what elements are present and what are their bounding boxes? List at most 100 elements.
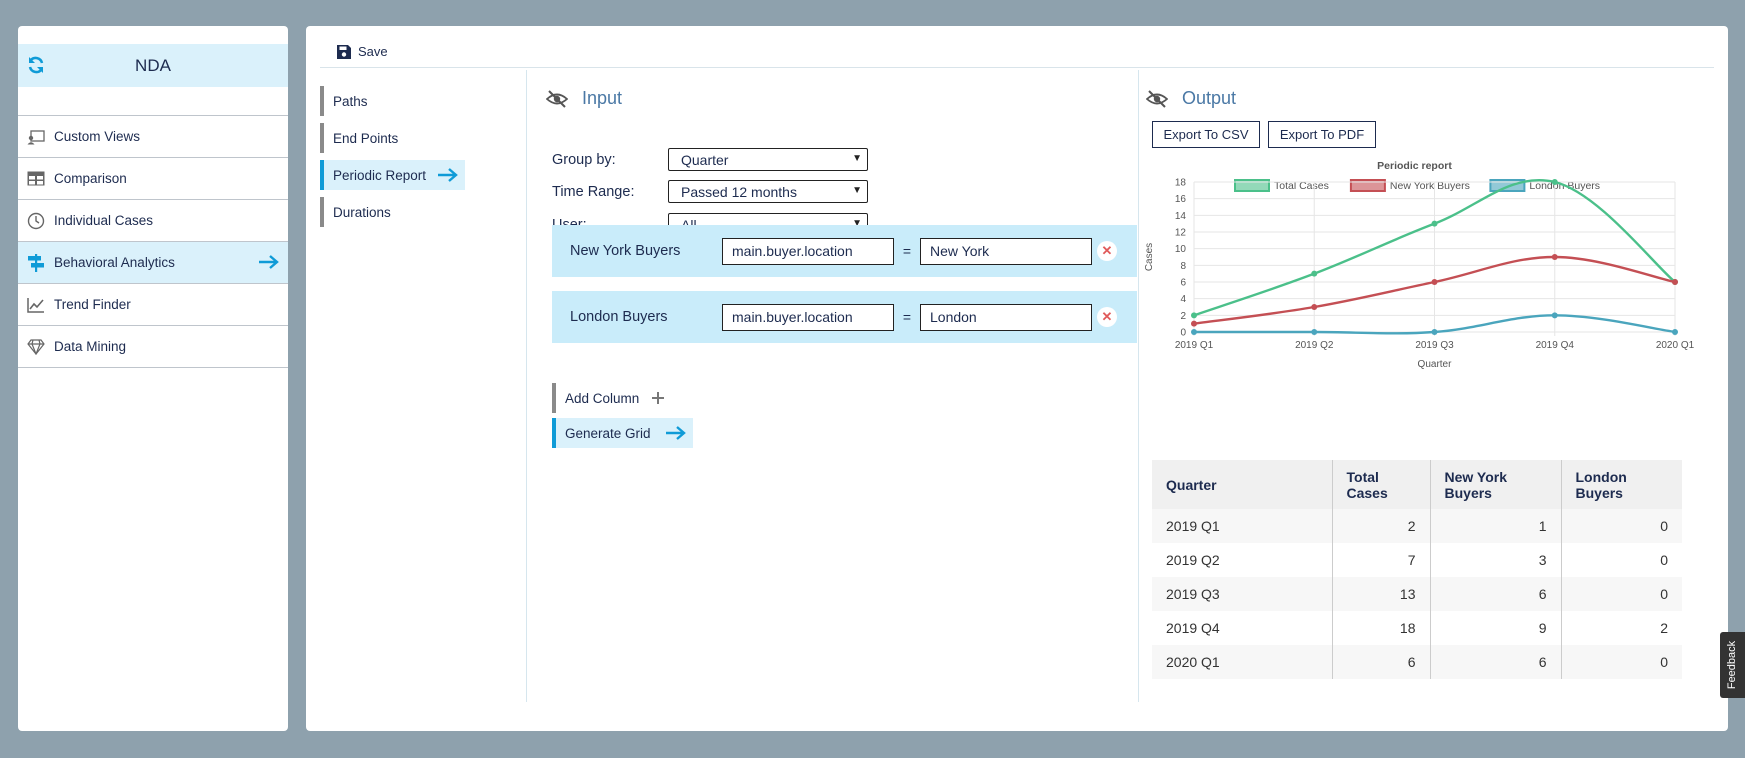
arrow-right-icon (665, 426, 686, 440)
periodic-report-chart: Periodic report Total Cases New York Buyer… (1144, 160, 1695, 370)
cell-quarter: 2020 Q1 (1152, 645, 1333, 679)
output-title: Output (1182, 88, 1237, 108)
cell-london-buyers: 0 (1561, 645, 1682, 679)
table-row: 2019 Q1 2 1 0 (1152, 509, 1682, 543)
filter-new-york-buyers: New York Buyers main.buyer.location = Ne… (552, 225, 1137, 277)
export-pdf-button[interactable]: Export To PDF (1268, 121, 1376, 148)
y-axis-label: Cases (1144, 243, 1155, 271)
group-by-row: Group by: Quarter ▼ (552, 148, 868, 171)
generate-grid-button[interactable]: Generate Grid (552, 418, 693, 448)
export-csv-button[interactable]: Export To CSV (1152, 121, 1260, 148)
table-row: 2019 Q2 7 3 0 (1152, 543, 1682, 577)
cell-london-buyers: 0 (1561, 543, 1682, 577)
filter-operator: = (902, 309, 912, 325)
legend-label: Total Cases (1274, 180, 1329, 192)
filter-value-input[interactable]: New York (920, 237, 1092, 265)
cell-total-cases: 18 (1332, 611, 1431, 645)
cell-total-cases: 13 (1332, 577, 1431, 611)
sidebar-item-label: Custom Views (54, 129, 141, 144)
sidebar-item-label: Behavioral Analytics (54, 255, 175, 270)
caret-down-icon: ▼ (852, 218, 862, 229)
y-tick-label: 18 (1175, 178, 1187, 189)
legend-swatch (1234, 179, 1270, 192)
cell-quarter: 2019 Q3 (1152, 577, 1333, 611)
filter-value-input[interactable]: London (920, 303, 1092, 331)
divider (526, 70, 527, 702)
eye-slash-icon[interactable] (546, 89, 568, 108)
diamond-icon (26, 338, 46, 356)
remove-filter-icon[interactable]: ✕ (1097, 241, 1117, 261)
y-tick-label: 14 (1175, 211, 1187, 222)
table-icon (26, 170, 46, 188)
feedback-label: Feedback (1726, 640, 1739, 690)
x-tick-label: 2019 Q3 (1415, 340, 1454, 351)
sidebar-item-custom-views[interactable]: Custom Views (18, 116, 288, 158)
legend-swatch (1489, 179, 1526, 192)
subnav-item-durations[interactable]: Durations (320, 197, 465, 227)
input-header: Input (540, 88, 622, 109)
subnav-item-periodic-report[interactable]: Periodic Report (320, 160, 465, 190)
sidebar-item-label: Trend Finder (54, 297, 131, 312)
table-row: 2020 Q1 6 6 0 (1152, 645, 1682, 679)
sidebar-item-label: Individual Cases (54, 213, 154, 228)
time-range-select[interactable]: Passed 12 months ▼ (668, 180, 868, 203)
sidebar-header: NDA (18, 44, 288, 87)
filter-field-input[interactable]: main.buyer.location (722, 237, 894, 265)
data-point (1311, 270, 1318, 277)
col-header-london-buyers: London Buyers (1561, 460, 1682, 509)
subnav-item-end-points[interactable]: End Points (320, 123, 465, 153)
subnav-label: End Points (333, 130, 399, 146)
feedback-tab[interactable]: Feedback (1720, 632, 1745, 698)
sidebar-item-behavioral-analytics[interactable]: Behavioral Analytics (18, 242, 288, 284)
data-point (1191, 312, 1197, 319)
eye-slash-icon[interactable] (1146, 89, 1168, 108)
sidebar-item-comparison[interactable]: Comparison (18, 158, 288, 200)
sidebar-title: NDA (135, 55, 171, 75)
y-tick-label: 16 (1175, 194, 1187, 205)
caret-down-icon: ▼ (852, 185, 862, 196)
add-column-label: Add Column (565, 390, 640, 406)
y-tick-label: 10 (1175, 244, 1187, 255)
sidebar-item-data-mining[interactable]: Data Mining (18, 326, 288, 368)
add-column-button[interactable]: Add Column (552, 383, 665, 413)
sidebar-item-individual-cases[interactable]: Individual Cases (18, 200, 288, 242)
cell-total-cases: 6 (1332, 645, 1431, 679)
output-header: Output (1140, 88, 1236, 109)
table-row: 2019 Q4 18 9 2 (1152, 611, 1682, 645)
filter-london-buyers: London Buyers main.buyer.location = Lond… (552, 291, 1137, 343)
cell-total-cases: 7 (1332, 543, 1431, 577)
divider (1138, 70, 1139, 702)
cell-london-buyers: 0 (1561, 577, 1682, 611)
data-point (1431, 329, 1438, 335)
caret-down-icon: ▼ (852, 153, 862, 164)
generate-grid-label: Generate Grid (565, 425, 651, 441)
group-by-label: Group by: (552, 151, 616, 168)
y-tick-label: 2 (1180, 311, 1186, 322)
input-title: Input (582, 88, 623, 108)
table-row: 2019 Q3 13 6 0 (1152, 577, 1682, 611)
cell-quarter: 2019 Q4 (1152, 611, 1333, 645)
cell-quarter: 2019 Q2 (1152, 543, 1333, 577)
filter-field-input[interactable]: main.buyer.location (722, 303, 894, 331)
legend-label: New York Buyers (1390, 180, 1470, 192)
main-panel: Save Paths End Points Periodic Report Du… (306, 26, 1728, 731)
toolbar: Save (320, 40, 1714, 68)
refresh-icon[interactable] (26, 55, 46, 75)
data-point (1672, 329, 1678, 335)
arrow-right-icon (438, 168, 458, 182)
subnav-item-paths[interactable]: Paths (320, 86, 465, 116)
results-table: Quarter Total Cases New York Buyers Lond… (1152, 460, 1682, 679)
data-point (1191, 329, 1197, 335)
filter-name: New York Buyers (570, 243, 681, 259)
sidebar-item-label: Comparison (54, 171, 127, 186)
data-point (1672, 279, 1678, 285)
save-button[interactable]: Save (336, 44, 388, 60)
cell-quarter: 2019 Q1 (1152, 509, 1333, 543)
remove-filter-icon[interactable]: ✕ (1097, 307, 1117, 327)
data-point (1551, 179, 1558, 185)
cell-new-york-buyers: 6 (1430, 645, 1562, 679)
sidebar-item-trend-finder[interactable]: Trend Finder (18, 284, 288, 326)
group-by-select[interactable]: Quarter ▼ (668, 148, 868, 171)
subnav-label: Paths (333, 93, 368, 109)
signpost-icon (26, 253, 46, 272)
